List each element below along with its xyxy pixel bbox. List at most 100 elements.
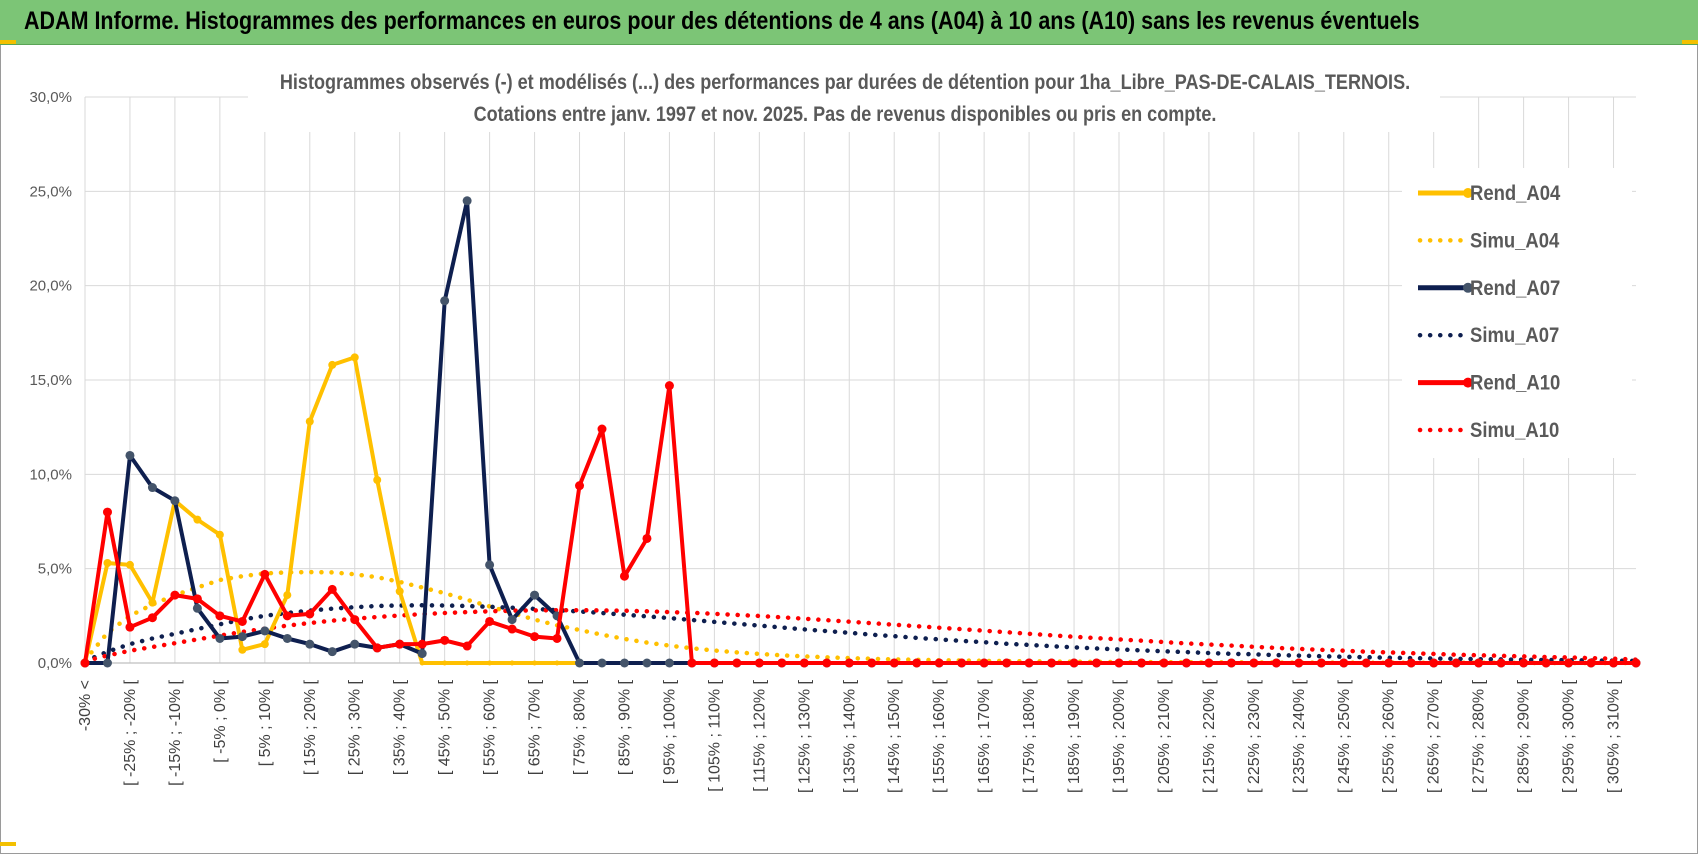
- data-point: [147, 613, 157, 623]
- data-point: [1564, 658, 1574, 668]
- series-line: [82, 603, 1639, 664]
- data-point: [1316, 658, 1326, 668]
- data-point: [867, 658, 877, 668]
- y-tick-label: 15,0%: [29, 372, 72, 389]
- data-point: [552, 633, 562, 643]
- data-point: [282, 611, 292, 621]
- legend-label: Simu_A04: [1470, 229, 1559, 252]
- data-point: [80, 658, 90, 668]
- data-point: [957, 658, 967, 668]
- data-point: [1294, 658, 1304, 668]
- data-point: [597, 424, 607, 434]
- y-tick-label: 25,0%: [29, 183, 72, 200]
- y-tick-label: 10,0%: [29, 466, 72, 483]
- legend-entry-simu-a10: Simu_A10: [1417, 419, 1559, 442]
- data-point: [664, 381, 674, 391]
- data-point: [1474, 658, 1484, 668]
- data-point: [642, 658, 652, 668]
- data-point: [554, 660, 560, 666]
- series-layer: [80, 196, 1641, 668]
- x-tick-label: [ 275% ; 280% [: [1471, 679, 1488, 793]
- data-point: [507, 624, 517, 634]
- data-point: [305, 609, 315, 619]
- data-point: [889, 658, 899, 668]
- data-point: [147, 483, 157, 493]
- data-point: [844, 658, 854, 668]
- data-point: [1406, 658, 1416, 668]
- data-point: [1092, 658, 1102, 668]
- data-point: [305, 417, 314, 426]
- data-point: [507, 615, 517, 625]
- x-tick-label: [ 115% ; 120% [: [751, 679, 768, 791]
- series-simu-a10: [82, 607, 1639, 664]
- data-point: [125, 560, 134, 569]
- data-point: [238, 645, 247, 654]
- data-point: [912, 658, 922, 668]
- data-point: [102, 507, 112, 517]
- data-point: [1249, 658, 1259, 668]
- data-point: [170, 590, 180, 600]
- data-point: [1047, 658, 1057, 668]
- data-point: [1181, 658, 1191, 668]
- data-point: [192, 603, 202, 613]
- data-point: [373, 475, 382, 484]
- data-point: [192, 594, 202, 604]
- data-point: [732, 658, 742, 668]
- data-point: [1541, 658, 1551, 668]
- data-point: [575, 481, 585, 491]
- report-banner: ADAM Informe. Histogrammes des performan…: [0, 0, 1698, 45]
- data-point: [1069, 658, 1079, 668]
- x-tick-label: [ 5% ; 10% [: [257, 679, 274, 766]
- data-point: [597, 658, 607, 668]
- data-point: [1159, 658, 1169, 668]
- data-point: [1384, 658, 1394, 668]
- legend-entry-simu-a04: Simu_A04: [1417, 229, 1559, 253]
- x-tick-label: [ 255% ; 260% [: [1381, 679, 1398, 793]
- data-point: [193, 515, 202, 524]
- data-point: [417, 649, 427, 659]
- data-point: [103, 559, 112, 568]
- x-tick-label: [ 165% ; 170% [: [976, 679, 993, 793]
- data-point: [440, 296, 450, 306]
- x-tick-label: [ 215% ; 220% [: [1201, 679, 1218, 793]
- x-tick-label: [ 235% ; 240% [: [1291, 679, 1308, 793]
- x-tick-label: [ 95% ; 100% [: [661, 679, 678, 784]
- series-line: [82, 569, 1639, 666]
- legend-label: Rend_A10: [1470, 372, 1560, 395]
- legend-entry-simu-a07: Simu_A07: [1417, 324, 1559, 348]
- x-tick-label: [ 185% ; 190% [: [1066, 679, 1083, 793]
- data-point: [487, 660, 493, 666]
- data-point: [934, 658, 944, 668]
- x-tick-label: [ 65% ; 70% [: [527, 679, 544, 775]
- data-point: [215, 633, 225, 643]
- legend-label: Rend_A07: [1470, 277, 1560, 300]
- data-point: [1226, 658, 1236, 668]
- data-point: [282, 633, 292, 643]
- data-point: [328, 360, 337, 369]
- data-point: [125, 450, 135, 460]
- x-tick-label: [ -25% ; -20% [: [122, 679, 139, 785]
- data-point: [442, 660, 448, 666]
- x-tick-label: [ 75% ; 80% [: [572, 679, 589, 775]
- data-point: [1002, 658, 1012, 668]
- y-axis-tick-labels: 0,0% 5,0% 10,0% 15,0% 20,0% 25,0% 30,0%: [29, 89, 72, 672]
- data-point: [237, 616, 247, 626]
- data-point: [1024, 658, 1034, 668]
- legend-entry-rend-a10: Rend_A10: [1418, 372, 1560, 395]
- x-tick-label: [ -15% ; -10% [: [167, 679, 184, 785]
- data-point: [1519, 658, 1529, 668]
- data-point: [372, 643, 382, 653]
- data-point: [305, 639, 315, 649]
- x-tick-label: [ 305% ; 310% [: [1606, 679, 1623, 793]
- corner-mark-top-left: [0, 40, 16, 44]
- data-point: [260, 626, 270, 636]
- x-tick-label: [ 285% ; 290% [: [1516, 679, 1533, 793]
- data-point: [777, 658, 787, 668]
- data-point: [687, 658, 697, 668]
- data-point: [440, 635, 450, 645]
- data-point: [464, 660, 470, 666]
- data-point: [260, 640, 269, 649]
- corner-mark-bottom-left: [0, 842, 16, 846]
- data-point: [1609, 658, 1619, 668]
